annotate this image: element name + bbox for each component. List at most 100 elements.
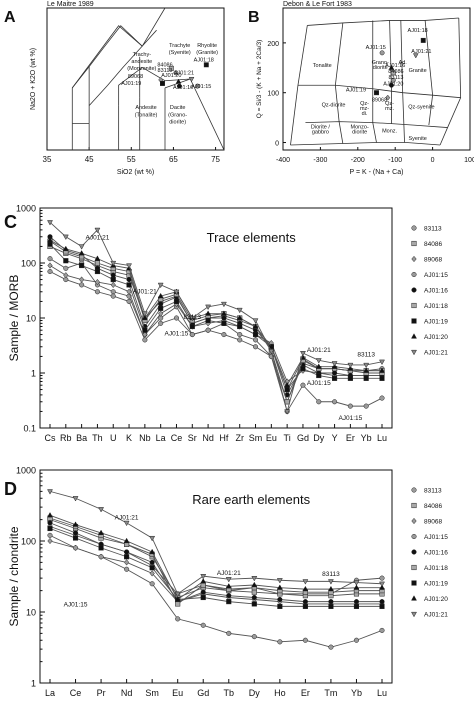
series-line xyxy=(49,522,382,603)
panel-a-point-label: AJ01:16 xyxy=(173,85,193,91)
panel-b: B Debon & Le Fort 1983 -400 -300 -200 -100 0 10… xyxy=(248,1,474,176)
series-point xyxy=(225,577,232,583)
series-point xyxy=(226,599,232,605)
series-point xyxy=(47,262,53,269)
panel-b-y-tick-label: 100 xyxy=(267,91,279,98)
panel-b-field-label: mz. xyxy=(385,106,394,112)
panel-a-field-boundary xyxy=(118,66,191,106)
x-tick-label: Er xyxy=(301,688,310,698)
x-tick-label: Eu xyxy=(266,433,277,443)
panel-a-field-label: (Grano- xyxy=(168,112,187,118)
series-point xyxy=(379,395,385,401)
legend-label: AJ01:19 xyxy=(424,581,448,588)
legend-marker xyxy=(411,318,417,324)
legend-d: 83113 84086 89068 AJ01:15 AJ01:16 AJ01:18 AJ01… xyxy=(411,487,448,619)
series-point xyxy=(302,603,308,609)
series-point xyxy=(251,601,257,607)
panel-b-point xyxy=(385,94,391,101)
series-point xyxy=(78,276,85,283)
series-point xyxy=(141,311,148,317)
series-point xyxy=(79,282,85,288)
series-point xyxy=(149,565,155,571)
series-point xyxy=(328,603,334,609)
series-annotation: AJ01:15 xyxy=(338,415,362,422)
series-point xyxy=(94,227,101,234)
panel-a-frame xyxy=(46,7,225,151)
x-tick-label: Eu xyxy=(172,688,183,698)
panel-a-point xyxy=(176,83,182,89)
series-point xyxy=(225,583,232,589)
legend-marker xyxy=(411,533,417,540)
series-point xyxy=(149,548,156,555)
series-point xyxy=(205,327,211,333)
series-point xyxy=(251,594,257,601)
panel-a-point-label: 83113 xyxy=(158,68,173,74)
series-point xyxy=(157,282,164,289)
panel-a-point xyxy=(160,80,165,86)
x-tick-label: Ti xyxy=(284,433,291,443)
series-point xyxy=(251,589,257,595)
series-point xyxy=(72,530,79,536)
series-point xyxy=(157,292,164,299)
series-point xyxy=(205,304,212,311)
panel-a-title: Le Maitre 1989 xyxy=(47,1,94,8)
series-point xyxy=(110,277,116,283)
panel-b-x-tick-label: -100 xyxy=(388,157,402,164)
series-point xyxy=(251,634,257,640)
legend-label: 89068 xyxy=(424,257,442,264)
series-point xyxy=(94,260,100,266)
series-point xyxy=(123,520,130,527)
series-annotation: 83113 xyxy=(357,351,375,358)
legend-label: 89068 xyxy=(424,519,442,526)
panel-b-field-label: Monz. xyxy=(382,129,397,135)
panel-a-field-label: diorite) xyxy=(169,119,186,125)
legend-marker xyxy=(411,564,417,571)
series-point xyxy=(268,343,275,349)
panel-b-x-tick-label: -400 xyxy=(276,157,290,164)
panel-a-x-label: SiO2 (wt %) xyxy=(117,169,154,176)
legend-label: AJ01:18 xyxy=(424,565,448,572)
legend-label: AJ01:19 xyxy=(424,319,448,326)
series-point xyxy=(363,375,369,381)
panel-a-field-label: (Syenite) xyxy=(169,50,191,56)
y-tick-label: 1000 xyxy=(16,204,36,214)
panel-b-point xyxy=(412,53,419,59)
panel-a: A Le Maitre 1989 35 45 55 65 75 SiO2 (wt %) Na2O… xyxy=(4,1,225,176)
series-point xyxy=(47,220,53,226)
legend-marker xyxy=(411,240,417,247)
legend-label: 83113 xyxy=(424,488,442,495)
panel-a-field-boundary xyxy=(71,25,143,124)
x-tick-label: Nd xyxy=(121,688,133,698)
series-point xyxy=(277,639,283,645)
series-point xyxy=(63,265,69,271)
panel-b-point-label: AJ01:16 xyxy=(385,63,405,69)
series-point xyxy=(379,581,385,588)
panel-a-field-boundary xyxy=(88,29,157,106)
panel-d-letter: D xyxy=(4,479,17,499)
series-point xyxy=(47,532,53,538)
panel-a-point xyxy=(168,65,174,71)
y-tick-label: 10 xyxy=(26,608,36,618)
panel-b-field-boundary xyxy=(297,84,461,99)
legend-marker xyxy=(411,611,417,618)
series-point xyxy=(347,375,353,381)
series-point xyxy=(200,594,206,601)
panel-d-title: Rare earth elements xyxy=(192,492,310,507)
panel-b-field-label: Ad. xyxy=(399,60,408,66)
panel-b-point xyxy=(390,70,396,76)
series-annotation: 83113 xyxy=(322,571,340,578)
series-point xyxy=(110,272,116,278)
series-point xyxy=(347,403,353,409)
panel-a-point-label: AJ01:20 xyxy=(161,73,181,79)
panel-b-point xyxy=(390,77,396,83)
panel-b-field-label: di. xyxy=(362,111,368,117)
x-tick-label: Dy xyxy=(249,688,260,698)
x-tick-label: Yb xyxy=(361,433,372,443)
panel-b-x-tick-label: -200 xyxy=(351,157,365,164)
panel-a-point xyxy=(195,83,200,89)
series-point xyxy=(220,310,227,316)
series-point xyxy=(379,359,385,366)
panel-b-field-boundary xyxy=(290,142,441,146)
series-line xyxy=(49,236,382,397)
